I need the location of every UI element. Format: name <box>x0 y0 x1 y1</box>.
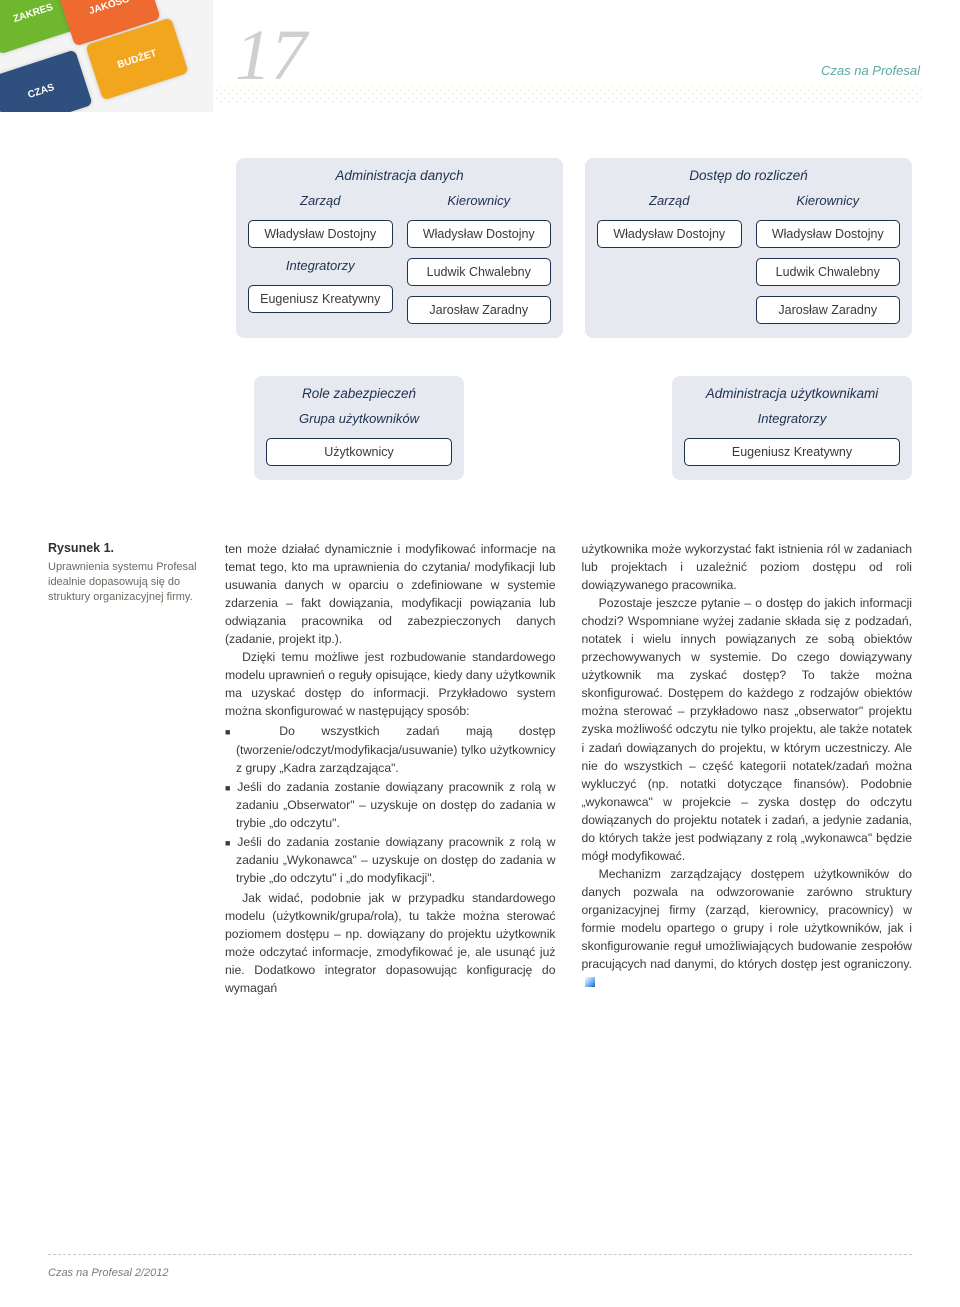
panel-admin-danych: Administracja danych Zarząd Władysław Do… <box>236 158 563 338</box>
chip: Władysław Dostojny <box>407 220 552 248</box>
figure-label: Rysunek 1. <box>48 540 203 557</box>
body-columns: ten może działać dynamicznie i modyfikow… <box>225 540 912 997</box>
list-item: Jeśli do zadania zostanie dowiązany prac… <box>225 833 556 887</box>
bullet-list: Do wszystkich zadań mają dostęp (tworzen… <box>225 722 556 886</box>
para: użytkownika może wykorzystać fakt istnie… <box>582 540 913 594</box>
chip: Ludwik Chwalebny <box>756 258 901 286</box>
panel-title: Role zabezpieczeń <box>266 386 452 401</box>
header-dotted-stripe <box>213 86 924 104</box>
col-head: Grupa użytkowników <box>266 411 452 426</box>
list-item: Do wszystkich zadań mają dostęp (tworzen… <box>225 722 556 776</box>
para: Jak widać, podobnie jak w przypadku stan… <box>225 889 556 997</box>
col-head: Integratorzy <box>248 258 393 273</box>
panel-dostep-rozliczen: Dostęp do rozliczeń Zarząd Władysław Dos… <box>585 158 912 338</box>
para: Dzięki temu możliwe jest rozbudowanie st… <box>225 648 556 720</box>
figure-caption-text: Uprawnienia systemu Profesal idealnie do… <box>48 561 197 603</box>
chip: Władysław Dostojny <box>756 220 901 248</box>
panel-role-zabezpieczen: Role zabezpieczeń Grupa użytkowników Uży… <box>254 376 464 480</box>
chip: Władysław Dostojny <box>248 220 393 248</box>
col-head: Kierownicy <box>756 193 901 208</box>
panel-admin-uzytkownikami: Administracja użytkownikami Integratorzy… <box>672 376 912 480</box>
chip: Jarosław Zaradny <box>407 296 552 324</box>
para: Mechanizm zarządzający dostępem użytkown… <box>582 865 913 991</box>
end-mark-icon <box>585 977 595 987</box>
col-head: Zarząd <box>248 193 393 208</box>
diagram-row-2: Role zabezpieczeń Grupa użytkowników Uży… <box>236 376 912 480</box>
chip: Ludwik Chwalebny <box>407 258 552 286</box>
chip: Władysław Dostojny <box>597 220 742 248</box>
para: Pozostaje jeszcze pytanie – o dostęp do … <box>582 594 913 865</box>
chip: Jarosław Zaradny <box>756 296 901 324</box>
para: ten może działać dynamicznie i modyfikow… <box>225 540 556 648</box>
footer-text: Czas na Profesal 2/2012 <box>48 1267 168 1279</box>
article-body: Rysunek 1. Uprawnienia systemu Profesal … <box>48 540 912 997</box>
figure-caption: Rysunek 1. Uprawnienia systemu Profesal … <box>48 540 203 997</box>
diagram-row-1: Administracja danych Zarząd Władysław Do… <box>236 158 912 338</box>
chip: Eugeniusz Kreatywny <box>248 285 393 313</box>
panel-title: Administracja danych <box>248 168 551 183</box>
list-item: Jeśli do zadania zostanie dowiązany prac… <box>225 778 556 832</box>
footer-divider <box>48 1254 912 1255</box>
panel-title: Dostęp do rozliczeń <box>597 168 900 183</box>
col-head: Zarząd <box>597 193 742 208</box>
chip: Użytkownicy <box>266 438 452 466</box>
col-head: Integratorzy <box>684 411 900 426</box>
section-title: Czas na Profesal <box>0 56 924 84</box>
chip: Eugeniusz Kreatywny <box>684 438 900 466</box>
col-head: Kierownicy <box>407 193 552 208</box>
panel-title: Administracja użytkownikami <box>684 386 900 401</box>
